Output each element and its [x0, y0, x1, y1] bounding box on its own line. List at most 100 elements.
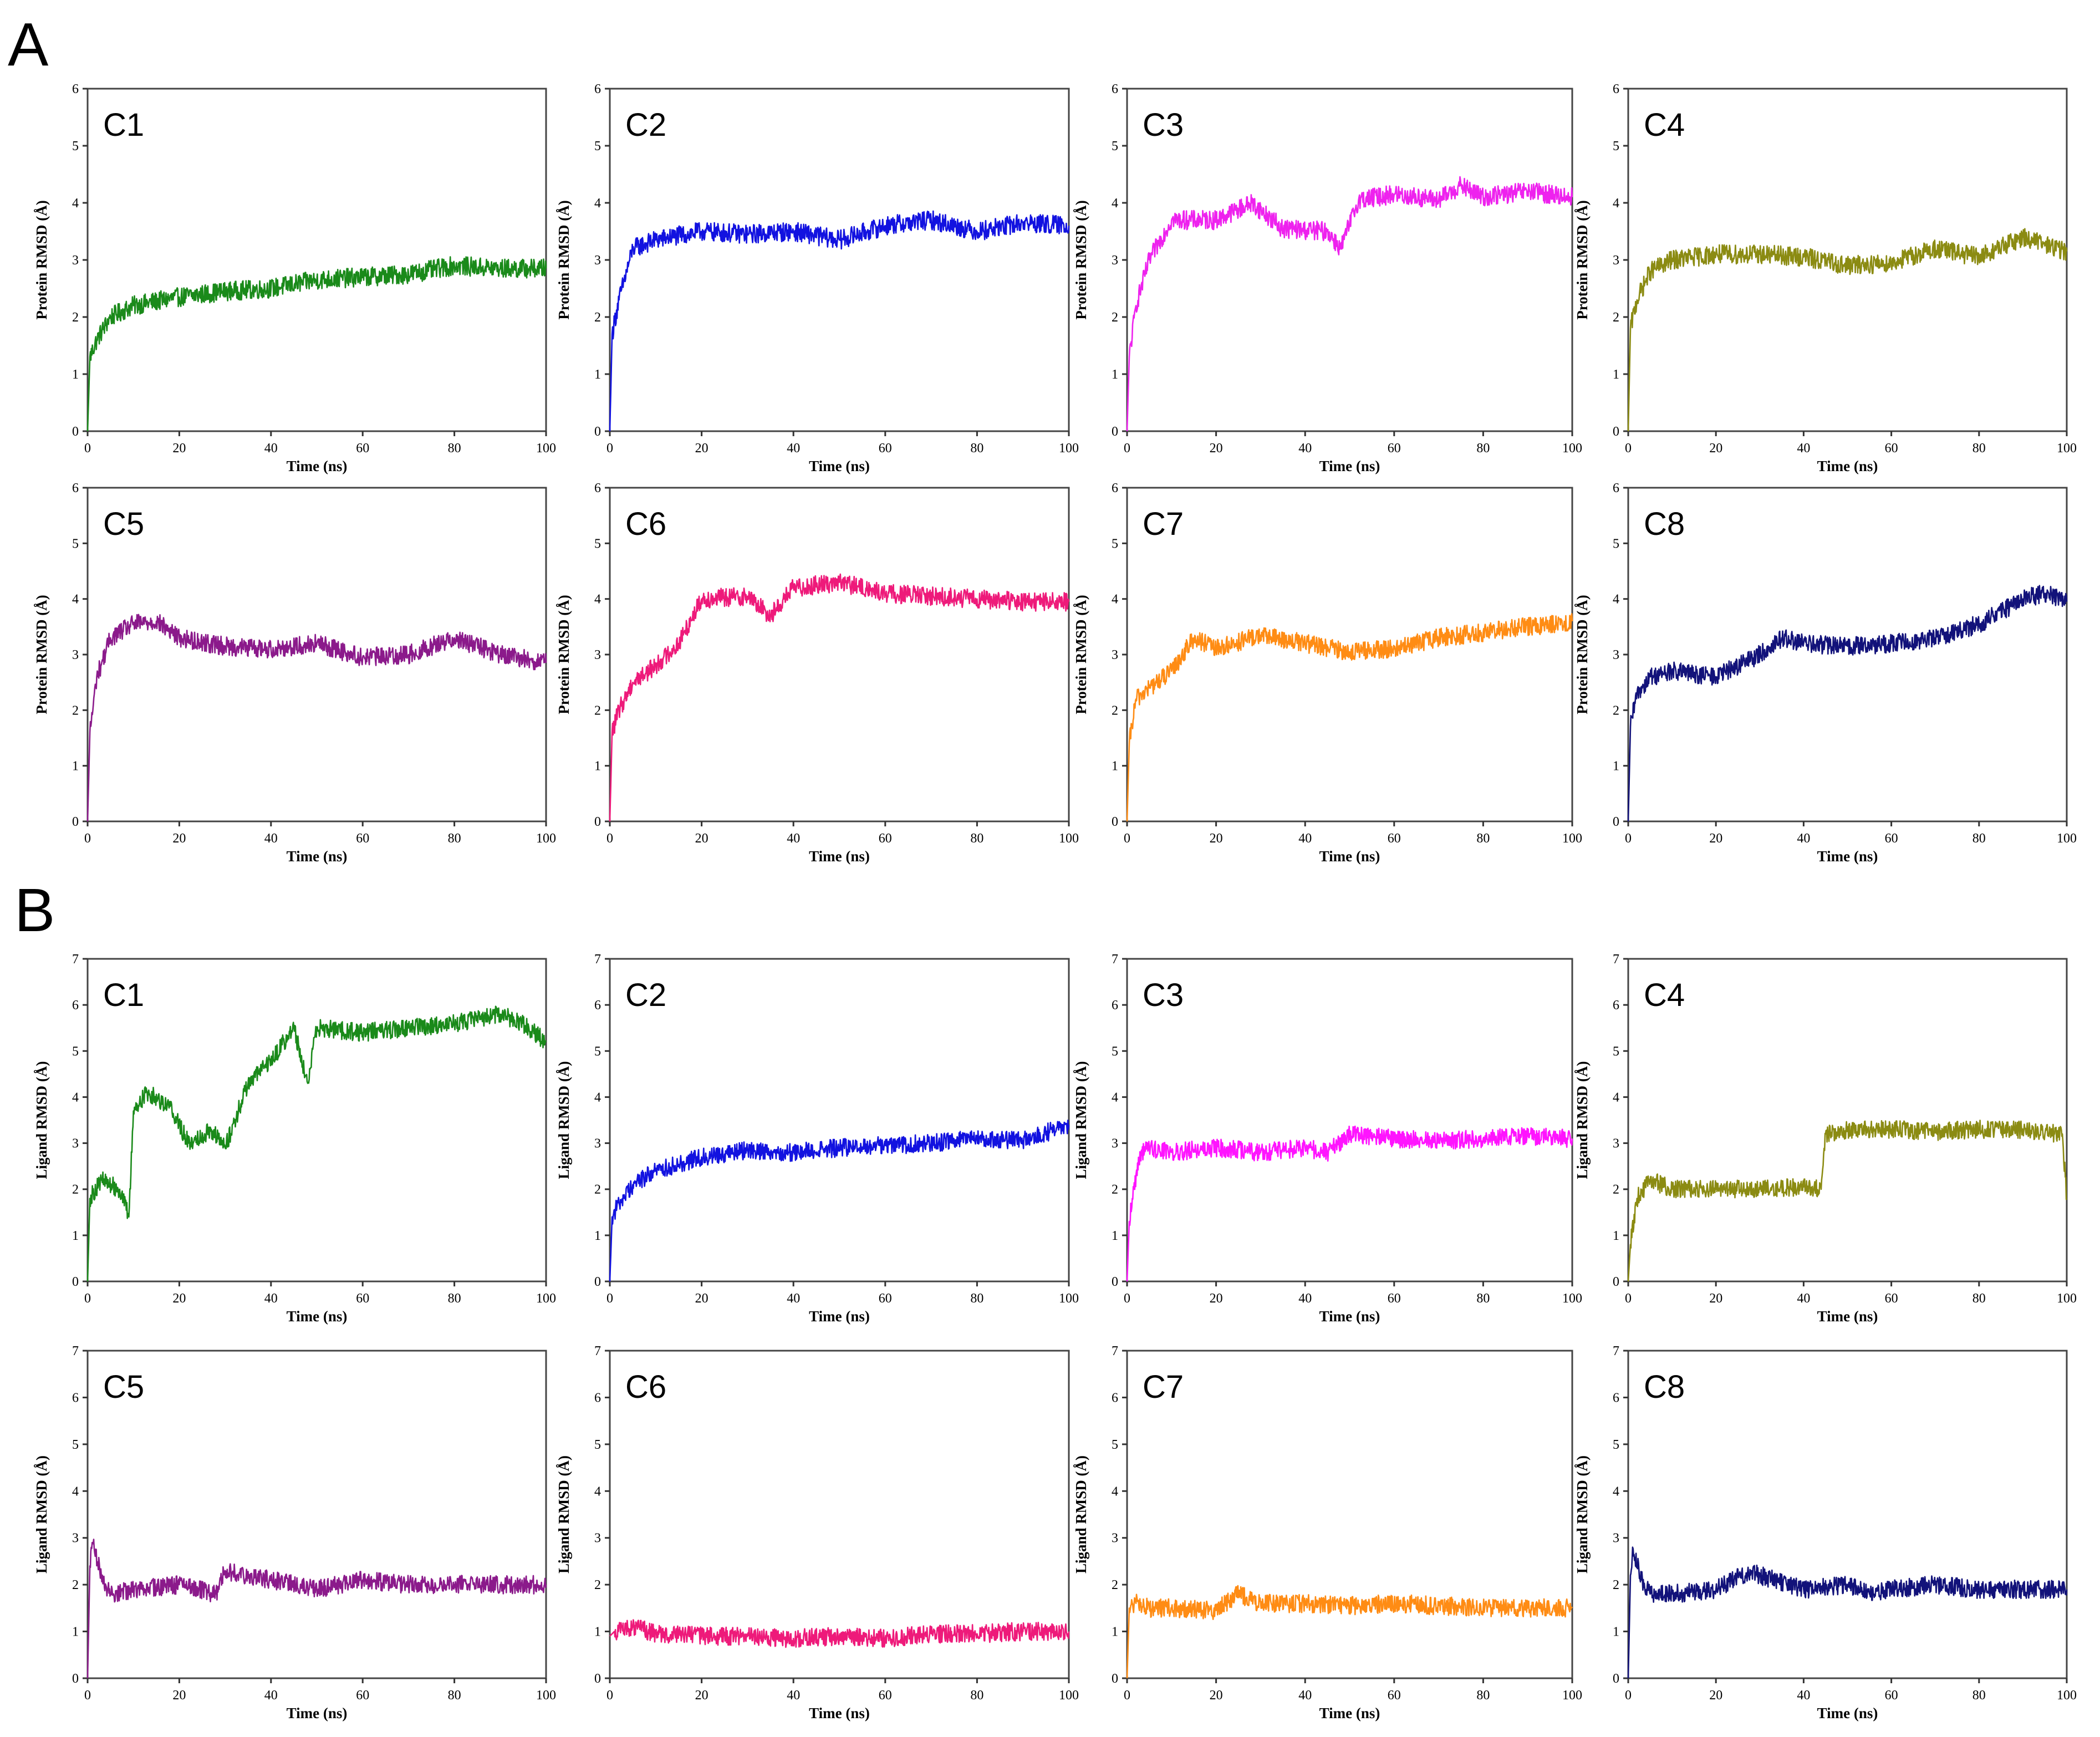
- y-tick-label: 1: [1613, 367, 1619, 382]
- y-tick-label: 2: [72, 1183, 79, 1197]
- panel-letter-b: B: [14, 876, 55, 944]
- plot-frame: [1126, 88, 1573, 432]
- y-tick-label: 1: [72, 367, 79, 382]
- y-tick-label: 1: [594, 759, 601, 774]
- chart-B-C2: 0 20 40 60 80 100 0 1 2 3 4 5 6 7 Time (ns) Ligand RMSD…: [555, 952, 1079, 1325]
- plot-frame: [86, 88, 547, 432]
- y-tick-label: 6: [1112, 481, 1118, 495]
- y-tick-label: 4: [1112, 592, 1118, 607]
- y-tick-label: 2: [1112, 1578, 1118, 1592]
- x-tick-label: 40: [1797, 831, 1810, 846]
- x-tick-label: 20: [172, 441, 186, 456]
- y-tick-label: 0: [1112, 1672, 1118, 1686]
- rmsd-series-line: [86, 1005, 547, 1282]
- plot-frame: [609, 958, 1070, 1283]
- y-axis-title: Protein RMSD (Å): [33, 200, 50, 319]
- x-tick-label: 80: [1476, 831, 1490, 846]
- y-tick-label: 3: [1613, 1137, 1619, 1151]
- x-tick-label: 60: [1388, 1688, 1401, 1703]
- y-tick-label: 7: [594, 1344, 601, 1358]
- x-tick-label: 60: [356, 441, 369, 456]
- x-tick-label: 0: [1124, 831, 1130, 846]
- y-tick-label: 1: [1112, 759, 1118, 774]
- plot-frame: [1126, 958, 1573, 1283]
- panel-letter-a: A: [8, 11, 49, 79]
- plot-frame: [609, 487, 1070, 822]
- x-tick-label: 60: [1388, 441, 1401, 456]
- x-tick-label: 60: [879, 1688, 892, 1703]
- chart-A-C1: 0 20 40 60 80 100 0 1 2 3 4 5 6 Time (ns) Protein RMSD…: [33, 82, 556, 474]
- y-tick-label: 6: [594, 481, 601, 495]
- y-tick-label: 5: [594, 139, 601, 154]
- x-tick-label: 20: [1210, 1291, 1223, 1306]
- chart-label: C8: [1644, 1369, 1685, 1405]
- y-tick-label: 0: [1613, 1275, 1619, 1289]
- chart-label: C3: [1143, 107, 1184, 143]
- x-axis-title: Time (ns): [1319, 848, 1380, 865]
- y-tick-label: 0: [1112, 815, 1118, 829]
- y-tick-label: 4: [72, 1090, 79, 1105]
- y-tick-label: 5: [594, 1438, 601, 1452]
- y-tick-label: 3: [594, 253, 601, 268]
- x-axis-title: Time (ns): [1817, 458, 1878, 474]
- plot-frame: [86, 487, 547, 822]
- y-axis-title: Ligand RMSD (Å): [1073, 1455, 1089, 1573]
- x-tick-label: 20: [172, 1688, 186, 1703]
- y-tick-label: 0: [72, 425, 79, 439]
- y-tick-label: 4: [1112, 1090, 1118, 1105]
- x-tick-label: 80: [448, 1291, 461, 1306]
- rmsd-series-line: [1627, 1120, 2068, 1282]
- x-tick-label: 40: [1298, 831, 1312, 846]
- x-tick-label: 0: [1625, 831, 1632, 846]
- y-tick-label: 1: [72, 1625, 79, 1639]
- x-axis-title: Time (ns): [809, 1308, 870, 1325]
- chart-label: C6: [625, 1369, 666, 1405]
- x-tick-label: 40: [1298, 1688, 1312, 1703]
- y-tick-label: 6: [72, 481, 79, 495]
- y-tick-label: 5: [1112, 537, 1118, 551]
- x-tick-label: 40: [1298, 1291, 1312, 1306]
- chart-label: C1: [103, 107, 144, 143]
- y-tick-label: 7: [1613, 952, 1619, 967]
- plot-frame: [609, 1350, 1070, 1679]
- y-tick-label: 3: [594, 648, 601, 662]
- chart-label: C5: [103, 506, 144, 542]
- chart-B-C3: 0 20 40 60 80 100 0 1 2 3 4 5 6 7 Time (ns) Ligand RMSD…: [1073, 952, 1582, 1325]
- x-tick-label: 80: [1476, 441, 1490, 456]
- y-tick-label: 2: [594, 703, 601, 718]
- y-tick-label: 2: [1613, 1578, 1619, 1592]
- rmsd-series-line: [1126, 1125, 1573, 1282]
- rmsd-series-line: [1126, 1585, 1573, 1679]
- x-tick-label: 80: [1476, 1291, 1490, 1306]
- y-axis-title: Ligand RMSD (Å): [1574, 1455, 1591, 1573]
- x-tick-label: 60: [1388, 1291, 1401, 1306]
- y-tick-label: 3: [1112, 1531, 1118, 1546]
- x-tick-label: 100: [1059, 1688, 1079, 1703]
- y-tick-label: 4: [1613, 1090, 1619, 1105]
- x-axis-title: Time (ns): [809, 1705, 870, 1721]
- chart-B-C4: 0 20 40 60 80 100 0 1 2 3 4 5 6 7 Time (ns) Ligand RMSD…: [1574, 952, 2077, 1325]
- y-axis-title: Ligand RMSD (Å): [33, 1061, 50, 1179]
- x-tick-label: 0: [606, 1291, 613, 1306]
- y-tick-label: 6: [1112, 82, 1118, 96]
- x-tick-label: 0: [1124, 1291, 1130, 1306]
- chart-A-C2: 0 20 40 60 80 100 0 1 2 3 4 5 6 Time (ns) Protein RMSD…: [555, 82, 1079, 474]
- y-tick-label: 1: [1613, 1625, 1619, 1639]
- y-tick-label: 5: [594, 1044, 601, 1059]
- x-tick-label: 40: [264, 831, 278, 846]
- x-tick-label: 40: [787, 1291, 800, 1306]
- y-tick-label: 3: [72, 1531, 79, 1546]
- y-tick-label: 0: [1613, 425, 1619, 439]
- y-tick-label: 2: [1613, 1183, 1619, 1197]
- chart-B-C7: 0 20 40 60 80 100 0 1 2 3 4 5 6 7 Time (ns) Ligand RMSD…: [1073, 1344, 1582, 1721]
- y-tick-label: 4: [1112, 196, 1118, 211]
- y-tick-label: 4: [72, 196, 79, 211]
- y-tick-label: 0: [1112, 425, 1118, 439]
- y-tick-label: 1: [594, 1625, 601, 1639]
- y-tick-label: 5: [72, 1438, 79, 1452]
- y-tick-label: 5: [72, 537, 79, 551]
- y-tick-label: 1: [1613, 1229, 1619, 1243]
- y-tick-label: 2: [72, 703, 79, 718]
- y-tick-label: 2: [1112, 310, 1118, 325]
- x-tick-label: 0: [1124, 1688, 1130, 1703]
